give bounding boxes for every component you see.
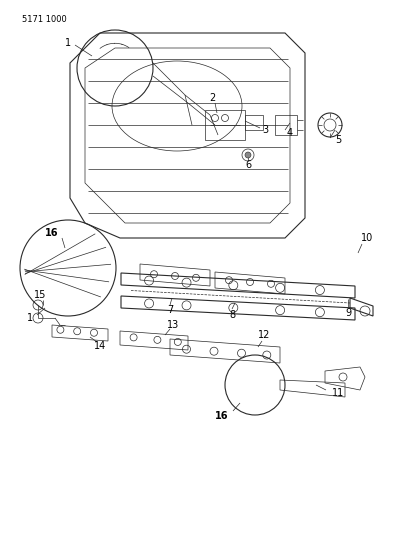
Text: 1: 1: [27, 313, 33, 323]
Bar: [275, 115, 297, 135]
Text: 2: 2: [209, 93, 215, 103]
Text: 5: 5: [335, 135, 341, 145]
Text: 6: 6: [245, 160, 251, 170]
Text: 1: 1: [65, 38, 71, 48]
Text: 8: 8: [229, 310, 235, 320]
Text: 3: 3: [262, 125, 268, 135]
Text: 14: 14: [94, 341, 106, 351]
Text: 4: 4: [287, 128, 293, 138]
Text: 10: 10: [361, 233, 373, 243]
Text: 13: 13: [167, 320, 179, 330]
Text: 16: 16: [45, 228, 59, 238]
Text: 16: 16: [215, 411, 229, 421]
Text: 7: 7: [167, 305, 173, 315]
Text: 5171 1000: 5171 1000: [22, 15, 67, 24]
Bar: [205, 110, 245, 140]
Text: 15: 15: [34, 290, 46, 300]
Circle shape: [245, 152, 251, 158]
Text: 12: 12: [258, 330, 270, 340]
Text: 9: 9: [345, 308, 351, 318]
Text: 11: 11: [332, 388, 344, 398]
